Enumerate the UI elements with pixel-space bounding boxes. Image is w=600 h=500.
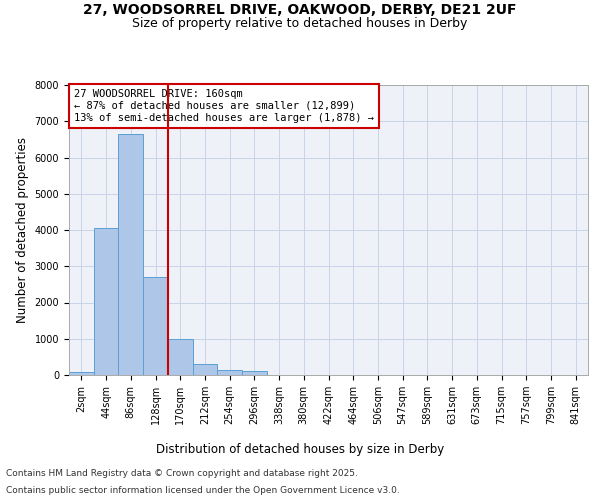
Text: Distribution of detached houses by size in Derby: Distribution of detached houses by size …	[156, 442, 444, 456]
Text: 27, WOODSORREL DRIVE, OAKWOOD, DERBY, DE21 2UF: 27, WOODSORREL DRIVE, OAKWOOD, DERBY, DE…	[83, 2, 517, 16]
Text: Contains HM Land Registry data © Crown copyright and database right 2025.: Contains HM Land Registry data © Crown c…	[6, 468, 358, 477]
Bar	[168, 340, 193, 375]
Bar	[94, 228, 118, 375]
Bar	[69, 372, 94, 375]
Text: Contains public sector information licensed under the Open Government Licence v3: Contains public sector information licen…	[6, 486, 400, 495]
Bar	[118, 134, 143, 375]
Bar	[217, 370, 242, 375]
Bar	[193, 364, 217, 375]
Bar	[143, 277, 168, 375]
Text: Size of property relative to detached houses in Derby: Size of property relative to detached ho…	[133, 18, 467, 30]
Text: 27 WOODSORREL DRIVE: 160sqm
← 87% of detached houses are smaller (12,899)
13% of: 27 WOODSORREL DRIVE: 160sqm ← 87% of det…	[74, 90, 374, 122]
Bar	[242, 372, 267, 375]
Y-axis label: Number of detached properties: Number of detached properties	[16, 137, 29, 323]
